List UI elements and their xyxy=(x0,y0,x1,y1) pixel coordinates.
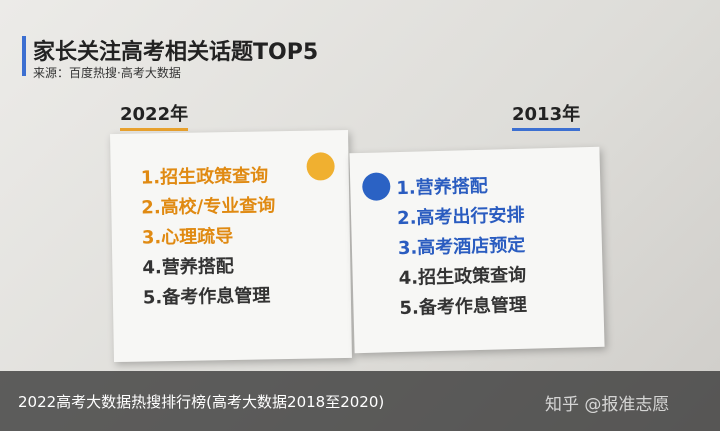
title: 家长关注高考相关话题TOP5 xyxy=(33,40,319,65)
year-label: 2013年 xyxy=(512,100,581,131)
list-item: 3.心理疏导 xyxy=(141,225,234,249)
list-item: 2.高校/专业查询 xyxy=(141,195,276,219)
watermark: 知乎 @报准志愿 xyxy=(545,395,670,415)
dot xyxy=(306,152,335,181)
caption-bar xyxy=(0,371,720,431)
list-item: 3.高考酒店预定 xyxy=(397,234,526,260)
card: 1.招生政策查询 2.高校/专业查询 3.心理疏导 4.营养搭配 5.备考作息管… xyxy=(110,129,352,363)
list-item: 5.备考作息管理 xyxy=(142,285,271,309)
dot xyxy=(361,172,391,201)
list-item: 4.招生政策查询 xyxy=(398,264,527,290)
accent-bar xyxy=(22,36,26,76)
card: 1.营养搭配 2.高考出行安排 3.高考酒店预定 4.招生政策查询 5.备考作息… xyxy=(349,146,605,354)
list-item: 2.高考出行安排 xyxy=(396,204,525,230)
list-item: 4.营养搭配 xyxy=(142,255,234,279)
list-item: 1.营养搭配 xyxy=(396,175,488,200)
list-item: 1.招生政策查询 xyxy=(140,165,269,189)
source: 来源：百度热搜·高考大数据 xyxy=(33,66,181,80)
caption: 2022高考大数据热搜排行榜(高考大数据2018至2020) xyxy=(18,393,385,411)
list-item: 5.备考作息管理 xyxy=(399,294,528,320)
year-label: 2022年 xyxy=(120,100,189,131)
